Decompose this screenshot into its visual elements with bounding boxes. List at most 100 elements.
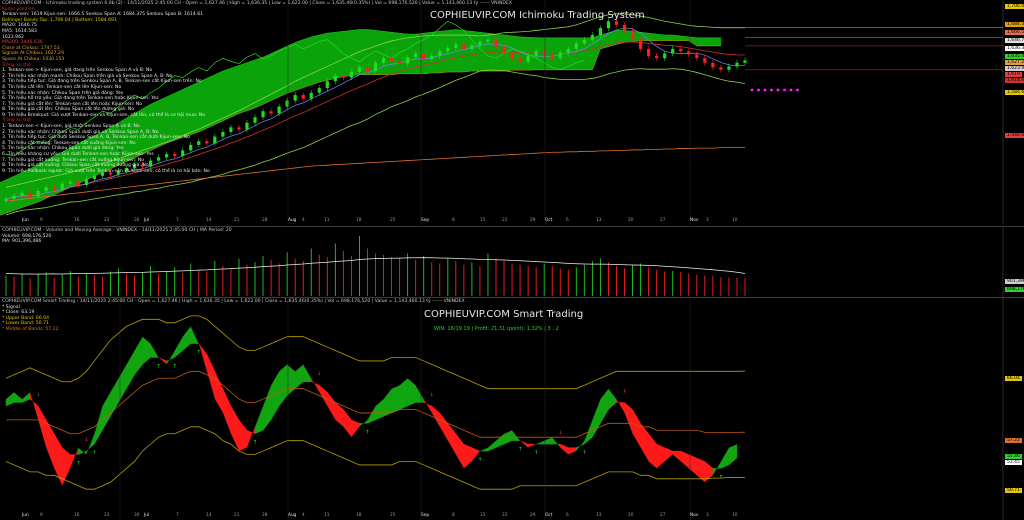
candle-body (430, 55, 434, 60)
candle-body (245, 122, 249, 130)
date-tick-label: 15 (480, 513, 486, 518)
signal-band-segment (624, 402, 633, 434)
candle-body (663, 53, 667, 59)
date-tick-label: 6 (566, 513, 569, 518)
axis-value-label: 1,627.29 (1005, 60, 1024, 65)
checklist-item: 3. Tín hiệu tiếp tục: Giá đang trên Senk… (2, 79, 202, 85)
signal-band-segment (327, 391, 336, 421)
date-tick-label: 22 (502, 218, 508, 223)
date-tick-label: 14 (206, 218, 212, 223)
smart-trading-stats: WIN: 16/19.19 | Profit: 21.31 (point): 1… (434, 326, 559, 332)
projection-dot (783, 88, 786, 92)
candle-body (486, 39, 490, 42)
signal-band-segment (5, 391, 15, 407)
axis-value-label: 1,666.5 (1005, 30, 1024, 35)
candle-body (229, 127, 233, 132)
date-tick-label: Jun (22, 218, 29, 223)
signal-band-segment (134, 335, 143, 376)
checklist-item: 1. Tenkan-sen < Kijun-sen, giá dưới Senk… (2, 124, 140, 130)
candle-body (124, 167, 129, 171)
signal-band-segment (568, 447, 577, 455)
ichimoku-pane[interactable]: COPHIEUVIP.COM Ichimoku Trading System C… (0, 0, 1024, 225)
candle-body (28, 192, 32, 197)
signal-band-segment (118, 363, 127, 404)
date-tick-label: 9 (40, 513, 43, 518)
info-line: Trồng xu thế (2, 62, 31, 68)
date-tick-label: 3 (706, 513, 709, 518)
kumo-segment (13, 172, 23, 211)
smart-trading-chart[interactable]: ↓ ↑ ↓ ↑ ↑ ↑ ↑ ↑ ↓ ↑ ↓ ↑ ↑ ↑ ↓ ↑ ↓ ↑ (0, 298, 1024, 520)
smart-trading-pane[interactable]: ↓ ↑ ↓ ↑ ↑ ↑ ↑ ↑ ↓ ↑ ↓ ↑ ↑ ↑ ↓ ↑ ↓ ↑ COPHIEUVIP.COM Smart … (0, 298, 1024, 520)
signal-band-segment (640, 422, 649, 463)
middle-band-line (6, 370, 746, 438)
signal-band-segment (174, 335, 183, 358)
signal-band-segment (720, 446, 730, 469)
ichimoku-title: COPHIEUVIP.COM Ichimoku Trading System (430, 10, 645, 21)
info-line: Close at Chikou: 1747.53 (2, 45, 60, 51)
candle-body (36, 191, 40, 197)
info-line: Tenkan-sen: 1619 Kijun-sen: 1666.5 Senko… (2, 12, 204, 18)
signal-band-segment (592, 398, 601, 438)
pane-divider[interactable] (0, 226, 1024, 227)
signal-band-segment (367, 405, 376, 424)
date-tick-label: 7 (176, 218, 179, 223)
candle-body (622, 24, 627, 31)
signal-band-segment (278, 363, 288, 407)
kumo-segment (0, 179, 7, 216)
ichimoku-info-panel: COPHIEUVIP.COM - Ichimoku trading system… (2, 1, 512, 174)
date-tick-label: 20 (628, 513, 634, 518)
candle-body (84, 179, 88, 186)
candle-body (590, 35, 594, 40)
info-line: * Signal (2, 304, 20, 310)
candle-body (518, 58, 522, 62)
candle-body (494, 39, 498, 47)
signal-band-segment (431, 405, 440, 428)
axis-value-label: 55.46 (1005, 454, 1022, 459)
signal-band-segment (13, 391, 23, 403)
signal-band-segment (303, 363, 312, 382)
candle-body (655, 55, 659, 59)
info-line: COPHIEUVIP.COM - Ichimoku trading system… (2, 1, 513, 6)
smart-trading-info-panel: COPHIEUVIP.COM Smart Trading - 14/11/202… (2, 299, 465, 333)
candle-body (140, 164, 145, 167)
volume-pane[interactable]: COPHIEUVIP.COM - Volume and Moving Avera… (0, 227, 1024, 297)
date-tick-label: 27 (660, 218, 666, 223)
date-tick-label: 29 (530, 513, 536, 518)
date-tick-label: 16 (74, 218, 80, 223)
axis-value-label: 1,706.04 (1005, 4, 1024, 9)
sell-arrow-icon: ↓ (84, 437, 88, 443)
kumo-segment (568, 37, 577, 71)
ma200-line (5, 146, 746, 202)
date-tick-label: Jul (144, 218, 150, 223)
candle-body (373, 62, 378, 72)
projection-dot (789, 88, 793, 92)
signal-band-segment (62, 447, 71, 486)
lower-band-line (5, 426, 746, 490)
date-tick-label: Aug (288, 218, 297, 223)
date-tick-label: 23 (104, 513, 110, 518)
ichimoku-chart[interactable] (0, 0, 1024, 225)
signal-band-segment (45, 419, 55, 469)
pane-divider[interactable] (0, 297, 1024, 298)
date-tick-label: Jun (22, 513, 29, 518)
candle-body (630, 30, 635, 40)
signal-band-segment (391, 384, 400, 414)
checklist-item: 2. Tín hiệu xác nhận mạnh: Chikou Span t… (2, 73, 173, 79)
buy-arrow-icon: ↑ (157, 363, 161, 369)
info-line: COPHIEUVIP.COM - Volume and Moving Avera… (2, 228, 232, 233)
candle-body (606, 21, 611, 29)
smart-trading-title: COPHIEUVIP.COM Smart Trading (424, 309, 584, 320)
buy-arrow-icon: ↑ (197, 350, 201, 356)
candle-body (197, 141, 201, 145)
volume-chart[interactable] (0, 227, 1024, 297)
sell-arrow-icon: ↓ (430, 392, 434, 398)
date-tick-label: Sep (421, 513, 430, 518)
date-tick-label: 28 (262, 218, 268, 223)
checklist-item: 5. Tín hiệu xác nhận: Chikou Span trên g… (2, 90, 124, 96)
candle-body (181, 150, 185, 156)
projection-dot (750, 88, 754, 92)
candle-body (406, 57, 410, 64)
buy-arrow-icon: ↑ (92, 450, 96, 456)
kumo-segment (21, 168, 31, 208)
candle-body (4, 198, 8, 202)
